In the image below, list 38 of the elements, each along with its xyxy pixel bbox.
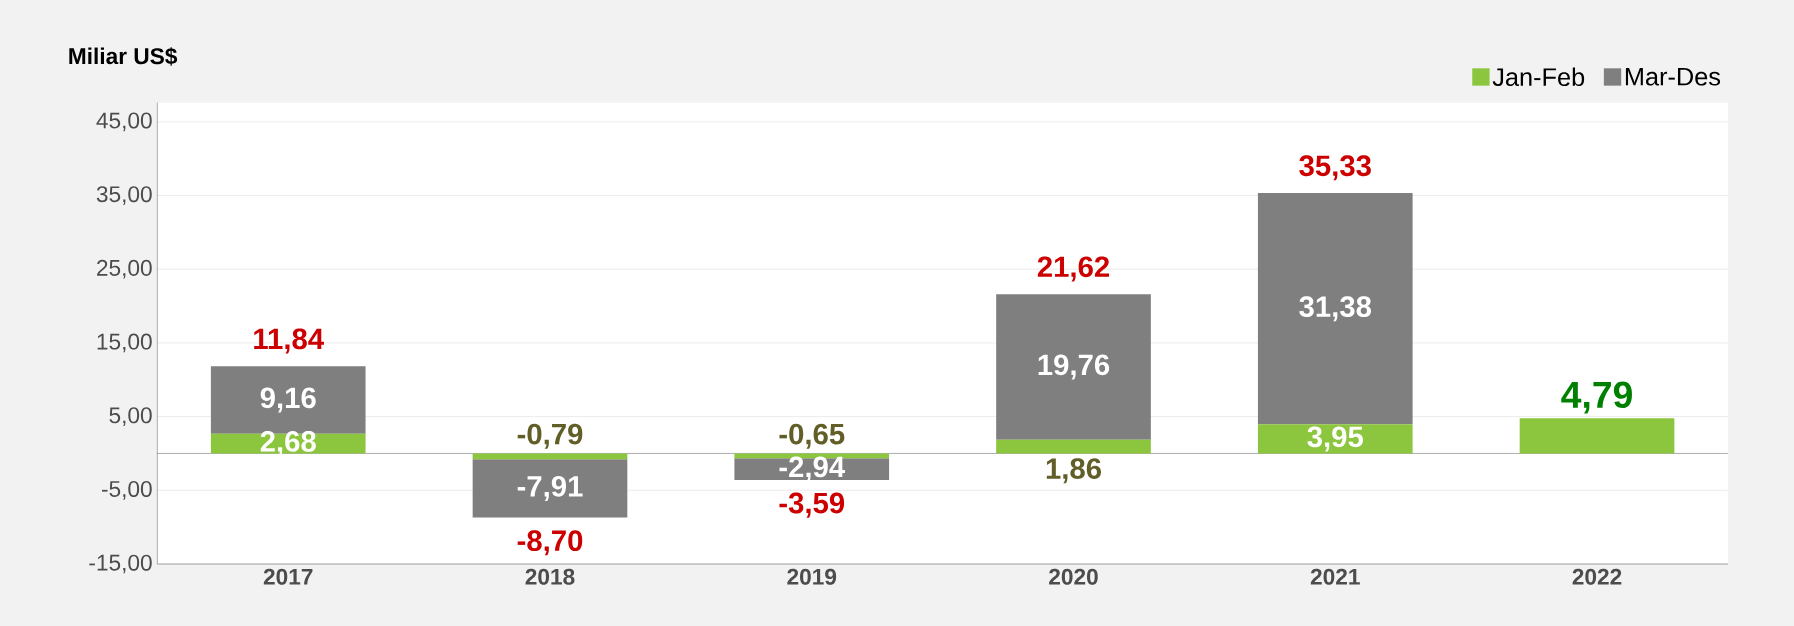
data-label: 9,16 [260,387,316,413]
x-tick-label: 2017 [263,568,313,585]
data-label: 1,86 [1046,458,1101,484]
x-tick-label: 2022 [1572,568,1622,585]
total-label: -8,70 [517,530,583,556]
data-label: -0,79 [517,423,583,449]
bar [472,459,628,518]
data-label: 19,76 [1038,354,1110,380]
data-label: -0,65 [779,423,845,449]
total-label: -3,59 [779,492,845,518]
total-label: 11,84 [254,328,324,354]
y-tick-label: 35,00 [96,186,152,205]
data-label: 4,79 [1561,381,1632,414]
y-axis-title: Miliar US$ [69,47,178,66]
bar [996,294,1151,440]
y-tick-label: 5,00 [109,407,152,426]
data-label: -7,91 [517,475,583,501]
bar [1519,418,1675,454]
bar [472,453,628,460]
y-tick-label: 15,00 [97,333,152,353]
data-label: 31,38 [1299,296,1372,322]
x-tick-label: 2021 [1310,568,1360,585]
y-tick-label: 25,00 [97,259,152,279]
bar [1257,193,1413,425]
x-tick-label: 2018 [525,568,575,585]
y-tick-label: -15,00 [89,554,152,574]
total-label: 21,62 [1037,256,1110,282]
data-label: 2,68 [260,431,316,457]
y-tick-label: -5,00 [101,480,152,500]
y-tick-label: 45,00 [96,112,152,132]
data-label: -2,94 [779,456,846,482]
total-label: 35,33 [1299,155,1371,181]
x-tick-label: 2019 [787,568,837,585]
legend-label: Jan-Feb [1492,67,1585,87]
x-tick-label: 2020 [1049,568,1098,585]
bar [996,439,1151,454]
legend-label: Mar-Des [1625,67,1721,86]
data-label: 3,95 [1307,426,1363,452]
